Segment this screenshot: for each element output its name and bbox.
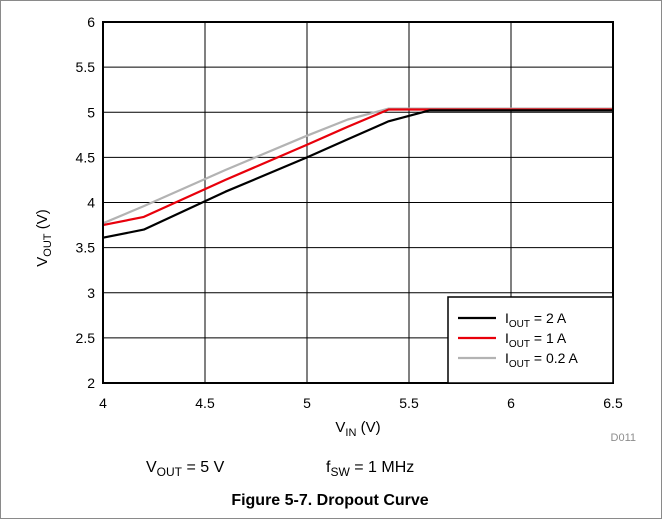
legend-entry: IOUT = 0.2 A <box>505 350 579 370</box>
x-tick-label: 4 <box>99 395 107 411</box>
y-tick-label: 3 <box>87 285 95 301</box>
y-tick-label: 3.5 <box>76 240 96 256</box>
x-axis-label: VIN (V) <box>335 419 380 439</box>
series-line-2 <box>102 107 613 225</box>
x-tick-label: 6 <box>507 395 515 411</box>
figure-code: D011 <box>611 432 636 444</box>
legend-entry: IOUT = 1 A <box>505 330 567 350</box>
y-tick-label: 2 <box>87 375 95 391</box>
series-lines <box>102 107 613 239</box>
condition-vout: VOUT = 5 V <box>146 459 225 479</box>
y-tick-label: 5 <box>87 104 95 120</box>
figure-caption: Figure 5-7. Dropout Curve <box>231 492 428 509</box>
y-tick-label: 4 <box>87 195 95 211</box>
condition-fsw: fSW = 1 MHz <box>326 459 414 479</box>
tick-labels: 4 4.5 5 5.5 6 6.5 2 2.5 3 3.5 4 4.5 5 5.5 6 <box>76 14 623 411</box>
legend-entry: IOUT = 2 A <box>505 310 567 330</box>
x-tick-label: 4.5 <box>195 395 215 411</box>
legend-box <box>447 296 614 384</box>
y-tick-label: 2.5 <box>76 330 96 346</box>
x-tick-label: 5.5 <box>399 395 419 411</box>
y-tick-label: 6 <box>87 14 95 30</box>
y-axis-label: VOUT (V) <box>34 209 54 266</box>
x-tick-label: 6.5 <box>603 395 623 411</box>
y-tick-label: 5.5 <box>76 59 96 75</box>
series-line-1 <box>102 108 613 227</box>
x-tick-label: 5 <box>303 395 311 411</box>
y-tick-label: 4.5 <box>76 149 96 165</box>
series-line-0 <box>102 109 613 239</box>
plot-border <box>102 21 614 384</box>
